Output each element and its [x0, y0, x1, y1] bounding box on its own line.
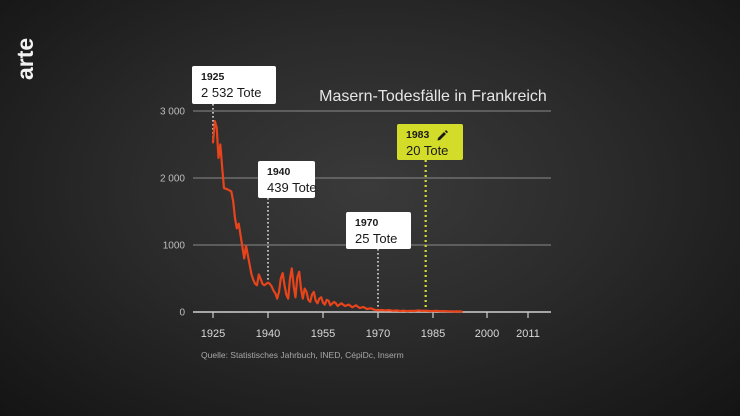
arte-logo: arte [14, 38, 38, 80]
annotation-box [397, 124, 463, 160]
y-axis-tick-labels: 0 1000 2 000 3 000 [160, 107, 185, 319]
y-tick-label: 3 000 [160, 107, 185, 118]
chart-series [211, 120, 463, 313]
annotation-1940: 1940 439 Tote [258, 161, 317, 198]
annotation-year: 1983 [406, 129, 430, 141]
pencil-icon [437, 130, 448, 141]
chart-annotations: 1925 2 532 Tote 1940 439 Tote 1970 25 Tote 198… [192, 66, 463, 249]
chart-title: Masern-Todesfälle in Frankreich [319, 88, 547, 105]
x-tick-label: 1940 [256, 328, 280, 340]
annotation-leader-lines [212, 104, 427, 312]
x-tick-label: 2011 [516, 328, 540, 340]
annotation-year: 1925 [201, 71, 225, 83]
x-tick-label: 1985 [421, 328, 445, 340]
x-tick-label: 1925 [201, 328, 225, 340]
annotation-box [192, 66, 276, 104]
y-tick-label: 1000 [163, 241, 186, 252]
annotation-1925: 1925 2 532 Tote [192, 66, 276, 104]
annotation-value: 2 532 Tote [201, 85, 261, 100]
x-tick-label: 2000 [475, 328, 499, 340]
series-line-0 [211, 120, 463, 313]
chart-source: Quelle: Statistisches Jahrbuch, INED, Cé… [201, 350, 404, 360]
annotation-year: 1970 [355, 217, 379, 229]
x-tick-label: 1955 [311, 328, 335, 340]
y-tick-label: 2 000 [160, 174, 185, 185]
annotation-value: 25 Tote [355, 231, 397, 246]
x-axis: 1925 1940 1955 1970 1985 2000 2011 [201, 312, 540, 340]
arte-logo-text: arte [14, 38, 38, 80]
y-tick-label: 0 [179, 308, 185, 319]
annotation-value: 20 Tote [406, 143, 448, 158]
annotation-1970: 1970 25 Tote [346, 212, 411, 249]
annotation-box [258, 161, 315, 198]
chart-gridlines [193, 110, 551, 313]
annotation-box [346, 212, 411, 249]
annotation-value: 439 Tote [267, 180, 317, 195]
x-tick-label: 1970 [366, 328, 390, 340]
annotation-1983: 1983 20 Tote [397, 124, 463, 160]
annotation-year: 1940 [267, 166, 291, 178]
